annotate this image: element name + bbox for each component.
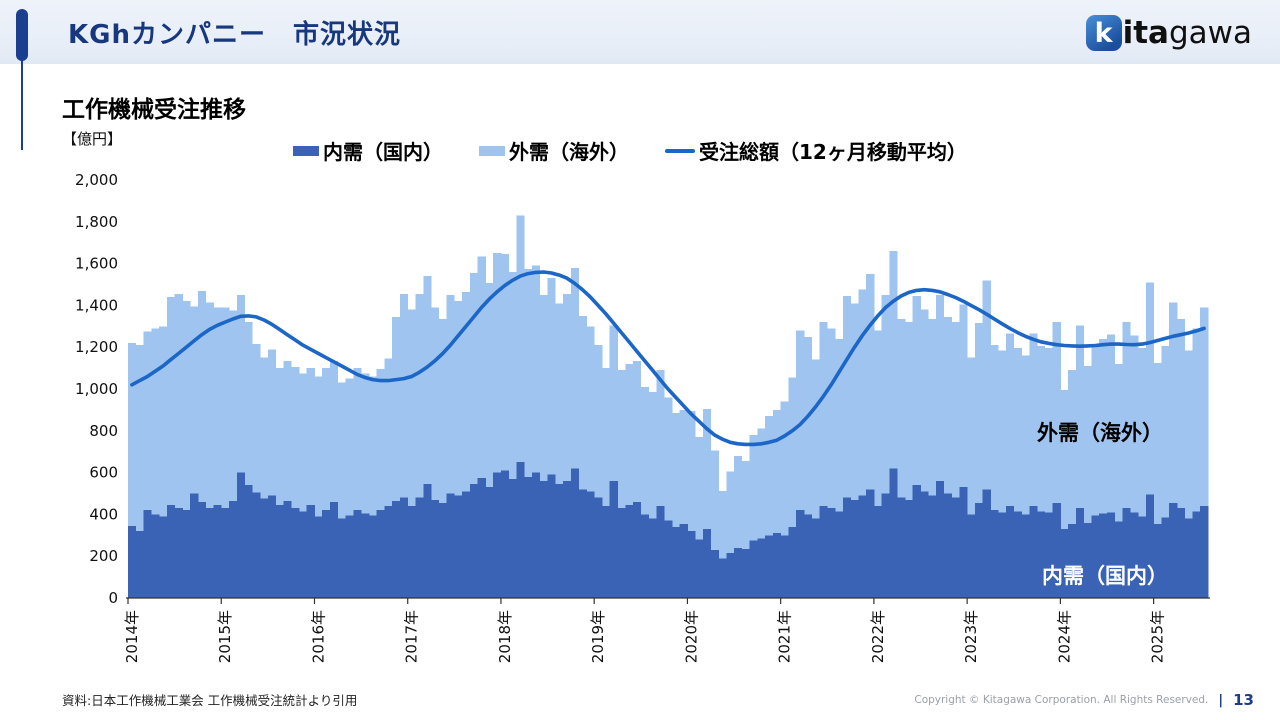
svg-text:1,000: 1,000	[75, 380, 118, 398]
svg-text:800: 800	[89, 422, 118, 440]
svg-text:1,600: 1,600	[75, 255, 118, 273]
svg-text:2024年: 2024年	[1055, 610, 1073, 663]
header-accent-pill-icon	[16, 9, 28, 61]
inplot-label-naiju: 内需（国内）	[1042, 564, 1168, 588]
inplot-label-gaiju: 外需（海外）	[1037, 421, 1163, 445]
bars-naiju	[128, 462, 1209, 598]
legend-item-naiju: 内需（国内）	[293, 136, 443, 165]
page-title: KGhカンパニー 市況状況	[68, 20, 401, 50]
svg-text:2014年: 2014年	[123, 610, 141, 663]
y-axis-labels: 0 200 400 600 800 1,000 1,200 1,400 1,600 1,800 2,…	[75, 171, 118, 607]
legend-item-total-line: 受注総額（12ヶ月移動平均）	[665, 136, 967, 165]
gaiju-swatch-icon	[479, 145, 505, 156]
source-note: 資料:日本工作機械工業会 工作機械受注統計より引用	[62, 693, 358, 708]
svg-text:2019年: 2019年	[589, 610, 607, 663]
svg-text:2015年: 2015年	[216, 610, 234, 663]
chart-title: 工作機械受注推移	[62, 97, 246, 123]
svg-text:200: 200	[89, 547, 118, 565]
svg-text:2023年: 2023年	[962, 610, 980, 663]
machine-tool-orders-chart: 0 200 400 600 800 1,000 1,200 1,400 1,600 1,800 2,…	[75, 171, 1210, 663]
x-axis	[126, 597, 1210, 604]
svg-text:1,400: 1,400	[75, 296, 118, 314]
svg-text:2,000: 2,000	[75, 171, 118, 189]
legend-item-gaiju: 外需（海外）	[479, 136, 629, 165]
page-number: 13	[1233, 691, 1254, 709]
svg-text:2018年: 2018年	[496, 610, 514, 663]
x-axis-labels: 2014年 2015年 2016年 2017年 2018年 2019年 2020年 2021年…	[123, 610, 1167, 663]
svg-text:2020年: 2020年	[682, 610, 700, 663]
line-swatch-icon	[665, 148, 695, 153]
logo-text-gawa: gawa	[1168, 15, 1252, 51]
header-band	[0, 0, 1280, 64]
header-accent-tail	[21, 58, 23, 150]
logo-text-ita: ita	[1122, 15, 1169, 51]
ma12-line	[130, 270, 1206, 447]
svg-text:0: 0	[108, 589, 118, 607]
legend-label-gaiju: 外需（海外）	[509, 140, 629, 164]
legend-label-naiju: 内需（国内）	[323, 140, 443, 164]
kitagawa-k-icon: k	[1085, 15, 1122, 51]
svg-text:1,200: 1,200	[75, 338, 118, 356]
legend-label-total: 受注総額（12ヶ月移動平均）	[699, 140, 967, 164]
svg-text:2017年: 2017年	[403, 610, 421, 663]
page-separator: |	[1218, 692, 1224, 708]
copyright-text: Copyright © Kitagawa Corporation. All Ri…	[914, 694, 1209, 706]
naiju-swatch-icon	[293, 145, 319, 156]
chart-legend: 内需（国内） 外需（海外） 受注総額（12ヶ月移動平均）	[293, 136, 967, 165]
svg-text:1,800: 1,800	[75, 213, 118, 231]
footer-right: Copyright © Kitagawa Corporation. All Ri…	[914, 691, 1254, 709]
svg-text:2025年: 2025年	[1149, 610, 1167, 663]
svg-text:2022年: 2022年	[869, 610, 887, 663]
svg-text:400: 400	[89, 505, 118, 523]
svg-text:2016年: 2016年	[309, 610, 327, 663]
svg-text:2021年: 2021年	[776, 610, 794, 663]
bars-gaiju	[128, 215, 1209, 559]
y-axis-unit-label: 【億円】	[62, 130, 123, 148]
svg-text:600: 600	[89, 464, 118, 482]
kitagawa-logo: k ita gawa	[1085, 15, 1252, 51]
